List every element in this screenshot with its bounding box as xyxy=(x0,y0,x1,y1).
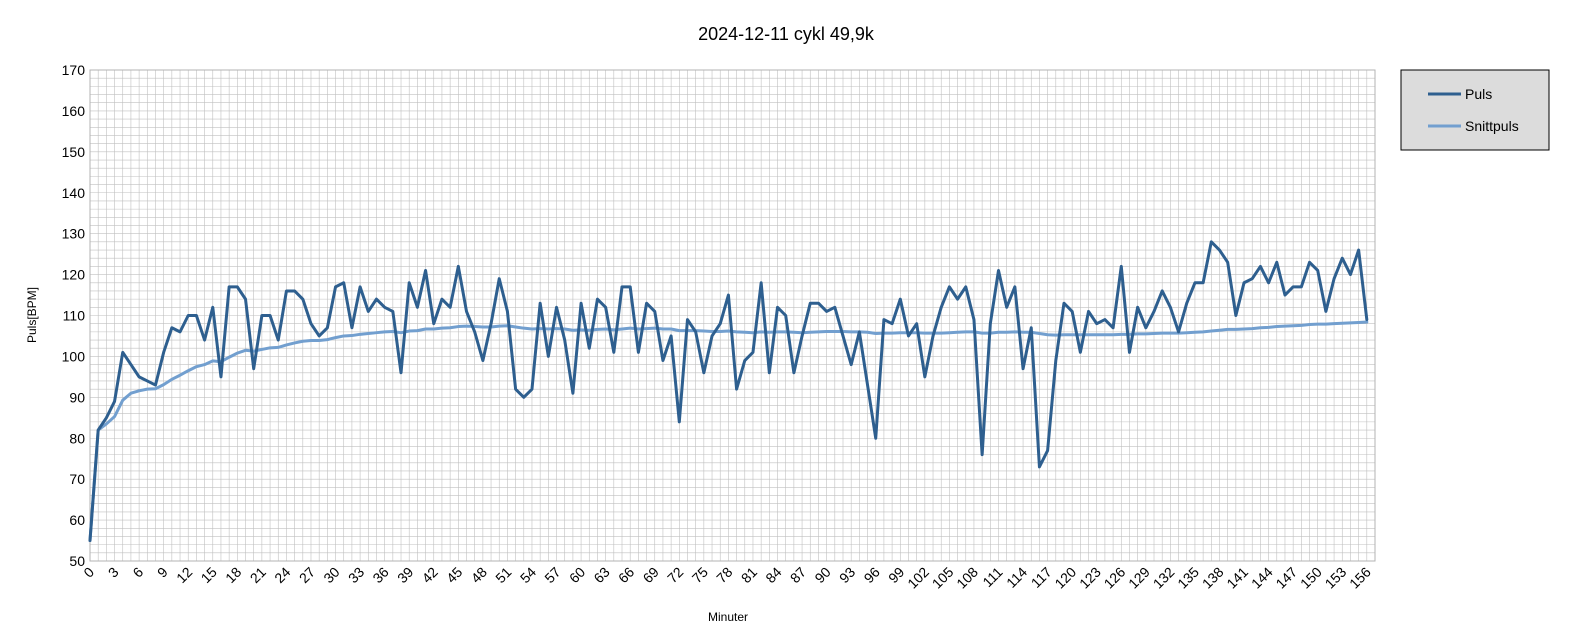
chart-title: 2024-12-11 cykl 49,9k xyxy=(698,24,875,44)
x-tick-label: 69 xyxy=(640,564,662,586)
y-tick-label: 130 xyxy=(62,226,86,242)
x-tick-label: 3 xyxy=(105,564,122,581)
y-tick-label: 110 xyxy=(63,308,86,324)
x-tick-label: 156 xyxy=(1346,564,1374,592)
x-tick-label: 27 xyxy=(296,564,318,586)
x-tick-label: 75 xyxy=(689,564,711,586)
legend-box xyxy=(1400,69,1550,151)
y-tick-label: 60 xyxy=(69,512,85,528)
x-tick-label: 93 xyxy=(836,564,858,586)
series-line-snittpuls xyxy=(88,320,1369,543)
x-tick-label: 15 xyxy=(198,564,220,586)
x-tick-label: 147 xyxy=(1272,564,1300,592)
y-tick-label: 120 xyxy=(62,267,86,283)
x-tick-label: 18 xyxy=(222,564,244,586)
x-tick-label: 132 xyxy=(1150,564,1178,592)
y-tick-label: 140 xyxy=(62,185,86,201)
x-tick-label: 96 xyxy=(861,564,883,586)
x-tick-label: 39 xyxy=(394,564,416,586)
x-tick-label: 84 xyxy=(762,564,784,586)
y-tick-label: 100 xyxy=(62,348,86,364)
x-tick-label: 120 xyxy=(1051,564,1079,592)
x-tick-label: 102 xyxy=(904,564,932,592)
x-tick-label: 60 xyxy=(566,564,588,586)
x-tick-label: 42 xyxy=(419,564,441,586)
x-tick-label: 150 xyxy=(1297,564,1325,592)
y-axis-title: Puls[BPM] xyxy=(25,287,39,343)
x-tick-label: 21 xyxy=(247,564,269,586)
x-tick-label: 117 xyxy=(1028,564,1055,591)
x-tick-label: 90 xyxy=(811,564,833,586)
y-tick-label: 170 xyxy=(62,62,86,78)
y-tick-label: 150 xyxy=(62,144,86,160)
x-tick-label: 78 xyxy=(713,564,735,586)
x-tick-label: 12 xyxy=(173,564,195,586)
x-tick-label: 30 xyxy=(320,564,342,586)
legend: Puls Snittpuls xyxy=(1400,69,1550,151)
y-tick-label: 50 xyxy=(69,553,85,569)
x-tick-label: 105 xyxy=(929,564,957,592)
x-tick-label: 153 xyxy=(1322,564,1350,592)
x-tick-label: 138 xyxy=(1199,564,1227,592)
x-tick-label: 126 xyxy=(1101,564,1129,592)
x-tick-label: 33 xyxy=(345,564,367,586)
x-tick-label: 6 xyxy=(129,564,146,581)
x-tick-label: 123 xyxy=(1076,564,1104,592)
x-tick-label: 111 xyxy=(979,564,1006,591)
series-line-puls xyxy=(88,240,1369,543)
x-tick-label: 144 xyxy=(1248,564,1276,592)
x-tick-label: 9 xyxy=(154,564,171,581)
x-tick-label: 129 xyxy=(1125,564,1153,592)
x-tick-label: 108 xyxy=(953,564,981,592)
x-tick-label: 0 xyxy=(80,564,97,581)
plot-area xyxy=(89,69,1376,562)
x-tick-label: 87 xyxy=(787,564,809,586)
x-tick-label: 63 xyxy=(590,564,612,586)
x-tick-label: 81 xyxy=(738,564,760,586)
y-tick-label: 70 xyxy=(69,471,85,487)
x-tick-label: 114 xyxy=(1003,564,1030,591)
x-tick-label: 24 xyxy=(271,564,293,586)
x-tick-label: 57 xyxy=(541,564,563,586)
series-lines xyxy=(88,240,1369,543)
x-tick-label: 141 xyxy=(1223,564,1251,592)
y-tick-label: 90 xyxy=(69,389,85,405)
x-tick-label: 36 xyxy=(369,564,391,586)
x-axis-ticks: 0 3 6 9 12 15 18 21 24 27 30 33 36 39 42 45 48 51 54 57 60 63… xyxy=(80,564,1374,592)
legend-label-snittpuls: Snittpuls xyxy=(1465,118,1519,134)
x-tick-label: 48 xyxy=(468,564,490,586)
x-tick-label: 72 xyxy=(664,564,686,586)
y-tick-label: 80 xyxy=(69,430,85,446)
x-axis-title: Minuter xyxy=(708,610,748,624)
x-tick-label: 66 xyxy=(615,564,637,586)
y-tick-label: 160 xyxy=(62,103,86,119)
x-tick-label: 135 xyxy=(1174,564,1202,592)
legend-label-puls: Puls xyxy=(1465,86,1492,102)
y-axis-ticks: 50 60 70 80 90 100 110 120 130 140 150 160 170 xyxy=(62,62,86,569)
x-tick-label: 54 xyxy=(517,564,539,586)
x-tick-label: 45 xyxy=(443,564,465,586)
x-tick-label: 51 xyxy=(492,564,514,586)
x-tick-label: 99 xyxy=(885,564,907,586)
